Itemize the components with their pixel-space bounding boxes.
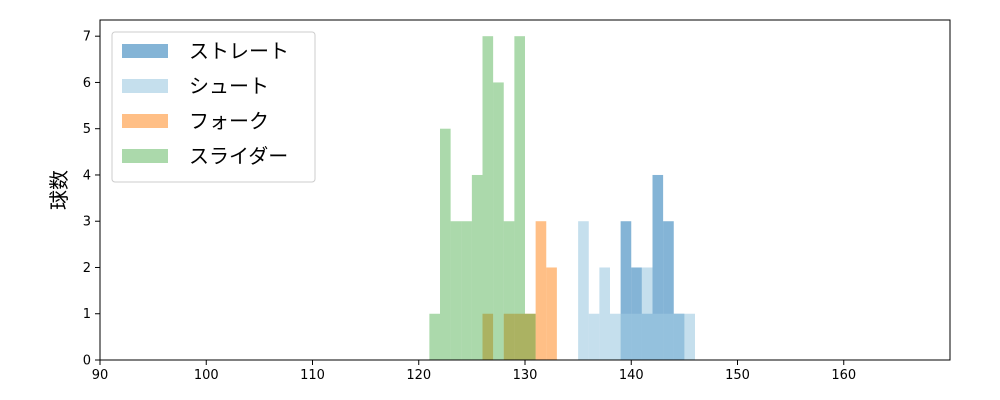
- x-tick-label-2: 110: [300, 368, 325, 383]
- bar-series-2-bin-3: [525, 313, 536, 360]
- bar-series-1-bin-1: [588, 313, 600, 360]
- bar-series-2-bin-4: [535, 221, 547, 360]
- x-tick-label-3: 120: [406, 368, 431, 383]
- bar-series-1-bin-10: [684, 313, 695, 360]
- bar-series-3-bin-8: [514, 36, 525, 360]
- bar-series-1-bin-6: [641, 267, 653, 360]
- legend-label-3: スライダー: [189, 144, 288, 168]
- bar-series-2-bin-1: [503, 313, 515, 360]
- bar-series-1-bin-4: [620, 313, 632, 360]
- x-tick-label-1: 100: [194, 368, 219, 383]
- bar-series-0-bin-4: [663, 221, 674, 360]
- x-tick-label-6: 150: [725, 368, 750, 383]
- y-tick-label-3: 3: [83, 215, 91, 230]
- bar-series-2-bin-2: [514, 313, 525, 360]
- bar-series-3-bin-5: [482, 36, 494, 360]
- x-tick-label-7: 160: [831, 368, 856, 383]
- bar-series-2-bin-0: [482, 313, 494, 360]
- x-tick-label-0: 90: [92, 368, 109, 383]
- y-tick-label-7: 7: [83, 30, 91, 45]
- legend-swatch-1: [122, 79, 168, 93]
- bar-series-3-bin-1: [440, 128, 451, 360]
- bar-series-3-bin-3: [461, 221, 472, 360]
- legend-label-0: ストレート: [189, 39, 289, 63]
- legend-swatch-3: [122, 149, 168, 163]
- y-tick-label-4: 4: [83, 168, 91, 183]
- bar-series-1-bin-5: [631, 313, 642, 360]
- y-tick-label-5: 5: [83, 122, 91, 137]
- bar-series-0-bin-0: [620, 221, 632, 360]
- bar-series-1-bin-7: [652, 313, 664, 360]
- y-tick-label-6: 6: [83, 76, 91, 91]
- x-tick-label-5: 140: [619, 368, 644, 383]
- bar-series-3-bin-9: [525, 313, 536, 360]
- axes-layer: 90 100 110 120 130 140 150 160 0 1 2 3 4 5 6 7: [83, 19, 951, 383]
- legend-label-2: フォーク: [189, 109, 269, 133]
- y-tick-label-0: 0: [83, 354, 91, 369]
- y-tick-label-1: 1: [83, 307, 91, 322]
- bar-series-2-bin-5: [546, 267, 557, 360]
- y-tick-label-2: 2: [83, 261, 91, 276]
- bar-series-1-bin-3: [610, 313, 621, 360]
- legend-label-1: シュート: [189, 74, 269, 98]
- bar-series-3-bin-7: [503, 221, 515, 360]
- bar-series-1-bin-8: [663, 313, 674, 360]
- x-tick-label-4: 130: [513, 368, 538, 383]
- bar-series-0-bin-3: [652, 174, 664, 360]
- legend-box: [111, 31, 316, 183]
- bar-series-3-bin-2: [450, 221, 462, 360]
- legend-swatch-2: [122, 114, 168, 128]
- y-axis-label: 球数: [47, 170, 71, 210]
- bar-series-3-bin-6: [493, 82, 504, 361]
- bars-layer: [429, 36, 695, 361]
- bar-series-1-bin-2: [599, 267, 610, 360]
- bar-series-1-bin-0: [578, 221, 589, 360]
- bar-series-3-bin-0: [429, 313, 440, 360]
- bar-series-1-bin-9: [673, 313, 685, 360]
- bar-series-3-bin-4: [471, 174, 483, 360]
- legend-swatch-0: [122, 44, 168, 58]
